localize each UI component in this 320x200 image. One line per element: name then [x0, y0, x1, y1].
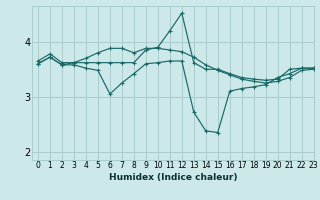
X-axis label: Humidex (Indice chaleur): Humidex (Indice chaleur)	[108, 173, 237, 182]
